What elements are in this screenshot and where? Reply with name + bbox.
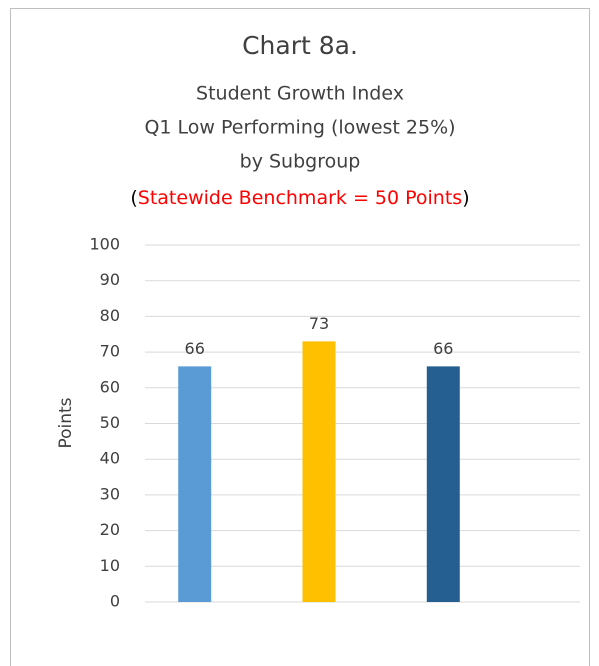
chart-title: Chart 8a. — [242, 31, 358, 60]
bar — [426, 366, 460, 602]
chart-subtitle: Q1 Low Performing (lowest 25%) — [144, 117, 455, 139]
y-tick-label: 60 — [100, 377, 120, 396]
benchmark-note-part: Statewide Benchmark = 50 Points — [138, 187, 462, 209]
y-axis-title: Points — [56, 397, 76, 448]
benchmark-note-part: ) — [462, 187, 469, 209]
y-tick-label: 70 — [100, 342, 120, 361]
y-tick-label: 20 — [100, 520, 120, 539]
y-tick-label: 10 — [100, 556, 120, 575]
data-label: 66 — [185, 339, 205, 358]
y-tick-label: 100 — [89, 235, 120, 254]
y-tick-label: 40 — [100, 449, 120, 468]
bar — [178, 366, 212, 602]
benchmark-note: (Statewide Benchmark = 50 Points) — [130, 187, 469, 209]
y-tick-label: 90 — [100, 270, 120, 289]
y-tick-label: 0 — [110, 592, 120, 611]
bar — [302, 341, 336, 602]
chart-subtitle: by Subgroup — [240, 151, 361, 173]
data-label: 73 — [309, 314, 329, 333]
chart-subtitle: Student Growth Index — [196, 83, 404, 105]
y-tick-label: 50 — [100, 413, 120, 432]
y-tick-label: 80 — [100, 306, 120, 325]
data-label: 66 — [433, 339, 453, 358]
benchmark-note-part: ( — [130, 187, 137, 209]
y-tick-label: 30 — [100, 484, 120, 503]
chart-border — [10, 8, 590, 666]
